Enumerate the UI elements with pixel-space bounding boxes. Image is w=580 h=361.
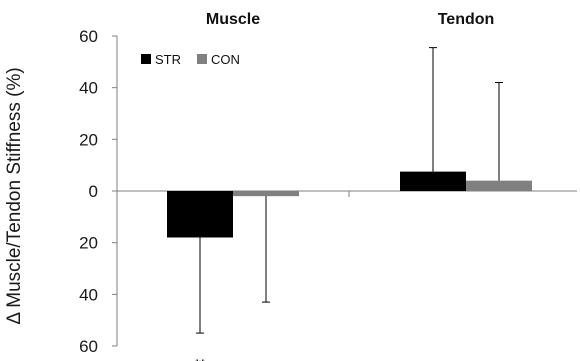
legend: STR CON (141, 52, 240, 67)
legend-swatch-con (197, 54, 207, 64)
bars (167, 171, 532, 238)
legend-swatch-str (141, 54, 151, 64)
significance-annotation: ** (195, 356, 206, 361)
category-label-tendon: Tendon (438, 11, 495, 28)
y-tick-label: 60 (79, 27, 98, 46)
labels: Muscle Tendon Δ Muscle/Tendon Stiffness (%… (4, 11, 494, 361)
y-tick-label: 20 (79, 234, 98, 253)
bar-str-tendon (400, 171, 466, 191)
bar-str-muscle (167, 191, 233, 238)
y-tick-label: 40 (79, 285, 98, 304)
y-tick-label: 40 (79, 79, 98, 98)
y-tick-label: 60 (79, 337, 98, 356)
category-label-muscle: Muscle (206, 11, 260, 28)
y-tick-label: 0 (89, 182, 98, 201)
legend-label-str: STR (155, 52, 181, 67)
legend-label-con: CON (211, 52, 240, 67)
bar-con-muscle (233, 191, 299, 197)
error-bars (196, 47, 503, 334)
y-axis-title: Δ Muscle/Tendon Stiffness (%) (4, 67, 25, 324)
bar-con-tendon (466, 180, 532, 191)
y-tick-label: 20 (79, 130, 98, 149)
y-ticks: 60 40 20 0 20 40 60 (79, 27, 117, 356)
